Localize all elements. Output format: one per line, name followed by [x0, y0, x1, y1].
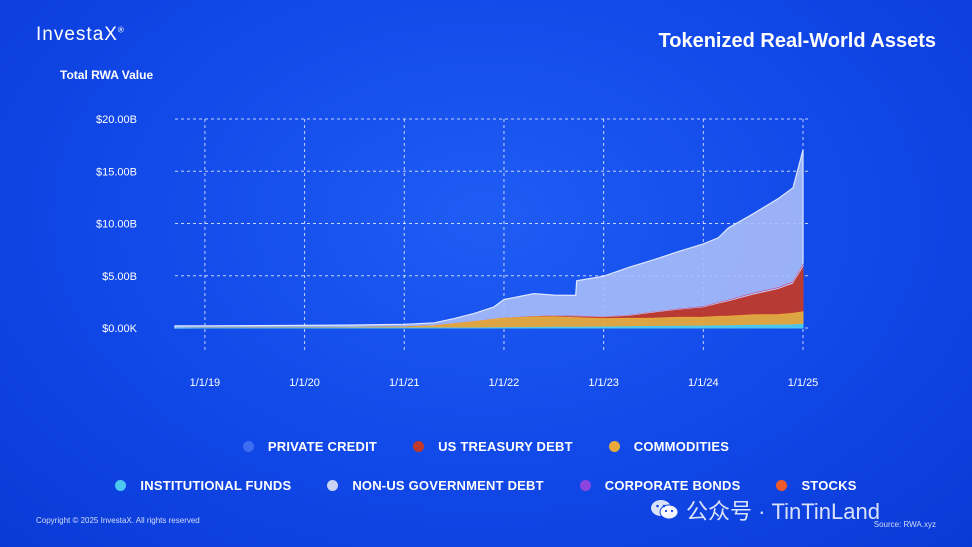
x-tick-label: 1/1/23 [588, 377, 619, 389]
legend-label: COMMODITIES [633, 439, 730, 454]
y-tick-label: $10.00B [96, 219, 137, 231]
brand-name: InvestaX [36, 24, 118, 45]
legend-item-corporate-bonds: CORPORATE BONDS [579, 478, 741, 493]
wechat-icon [651, 500, 679, 520]
legend-label: NON-US GOVERNMENT DEBT [352, 478, 544, 493]
x-tick-label: 1/1/24 [688, 377, 719, 389]
legend-item-commodities: COMMODITIES [608, 439, 730, 454]
legend-label: US TREASURY DEBT [438, 439, 573, 454]
legend-dot [413, 441, 425, 452]
y-axis-title: Total RWA Value [60, 68, 154, 82]
legend-dot [115, 480, 127, 491]
legend-dot [579, 480, 591, 491]
area-institutional-funds [175, 323, 804, 329]
legend-item-non-us-government-debt: NON-US GOVERNMENT DEBT [327, 478, 544, 493]
y-tick-label: $20.00B [96, 114, 137, 126]
x-tick-label: 1/1/25 [788, 377, 819, 389]
x-tick-label: 1/1/21 [389, 377, 420, 389]
legend-dot [776, 480, 788, 491]
legend-dot [327, 480, 339, 491]
legend-label: STOCKS [801, 478, 857, 493]
chart-title: Tokenized Real-World Assets [658, 30, 936, 52]
watermark: 公众号 · TinTinLand [650, 494, 880, 526]
area-private-credit [174, 149, 804, 329]
source-note: Source: RWA.xyz [873, 520, 936, 529]
brand-logo: InvestaX® [36, 24, 125, 46]
legend-label: PRIVATE CREDIT [267, 439, 378, 454]
brand-registered-mark: ® [117, 25, 125, 35]
x-tick-label: 1/1/22 [489, 377, 520, 389]
legend-item-stocks: STOCKS [776, 478, 856, 493]
legend-item-institutional-funds: INSTITUTIONAL FUNDS [115, 478, 291, 493]
watermark-text: 公众号 · TinTinLand [686, 499, 880, 524]
copyright: Copyright © 2025 InvestaX. All rights re… [36, 516, 200, 525]
legend-label: INSTITUTIONAL FUNDS [140, 478, 292, 493]
legend-item-private-credit: PRIVATE CREDIT [242, 439, 378, 454]
y-tick-label: $5.00B [102, 271, 137, 283]
legend-row-1: PRIVATE CREDIT US TREASURY DEBT COMMODIT… [0, 439, 972, 454]
y-tick-label: $15.00B [96, 166, 137, 178]
legend-item-us-treasury-debt: US TREASURY DEBT [413, 439, 573, 454]
y-tick-label: $0.00K [102, 323, 138, 335]
legend-dot [242, 441, 254, 452]
x-tick-label: 1/1/20 [289, 377, 320, 389]
legend-row-2: INSTITUTIONAL FUNDS NON-US GOVERNMENT DE… [0, 478, 972, 493]
legend-dot [608, 441, 620, 452]
legend-label: CORPORATE BONDS [604, 478, 741, 493]
x-tick-label: 1/1/19 [190, 377, 221, 389]
